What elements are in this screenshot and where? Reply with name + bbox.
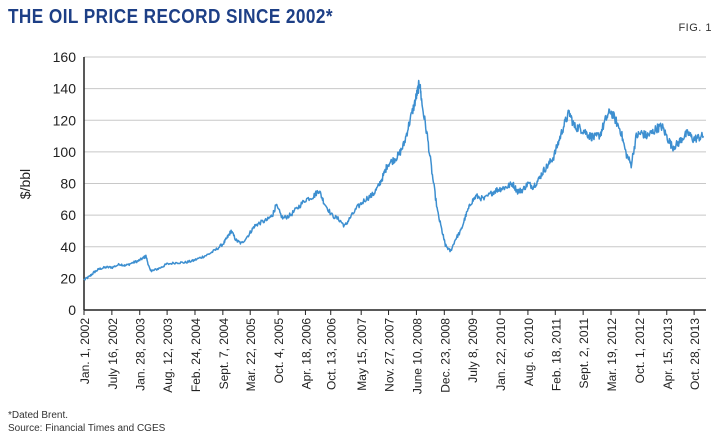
grid-lines [84,56,706,279]
source-note: Source: Financial Times and CGES [8,423,166,434]
x-tick-label: Apr. 15, 2013 [661,318,675,390]
y-tick-label: 60 [60,207,76,223]
x-tick-label: Dec. 23, 2008 [438,318,452,393]
x-tick-label: Feb. 24, 2004 [189,318,203,392]
x-tick-label: Jan. 28, 2003 [134,318,148,391]
x-tick-label: Mar. 19, 2012 [605,318,619,392]
x-tick-label: June 10, 2008 [410,318,424,394]
x-tick-label: Feb. 18, 2011 [549,318,563,391]
y-tick-label: 20 [60,270,76,286]
x-tick-label: Oct. 1, 2012 [633,318,647,384]
x-tick-label: May 15, 2007 [355,318,369,391]
x-tick-label: Oct. 4, 2005 [272,318,286,384]
x-tick-label: Jan. 22, 2010 [494,318,508,391]
y-tick-label: 160 [53,49,77,65]
x-tick-label: Nov. 27, 2007 [383,318,397,392]
x-tick-label: Oct. 28, 2013 [688,318,702,390]
x-tick-label: Jan. 1, 2002 [78,318,92,384]
series-line-dated-brent [83,79,705,281]
y-tick-label: 120 [53,112,77,128]
x-axis-ticks: Jan. 1, 2002 July 16, 2002 Jan. 28, 2003 Au… [78,310,702,394]
y-tick-label: 40 [60,239,76,255]
y-axis-ticks: 0 20 40 60 80 100 120 140 160 [53,49,77,318]
x-tick-label: Apr. 18, 2006 [299,318,313,390]
x-tick-label: Sept. 7, 2004 [217,318,231,390]
x-tick-label: July 16, 2002 [106,318,120,390]
x-tick-label: Sept. 2, 2011 [577,318,591,389]
chart-title: THE OIL PRICE RECORD SINCE 2002* [8,6,334,28]
y-tick-label: 0 [68,302,76,318]
y-tick-label: 80 [60,176,76,192]
x-tick-label: Aug. 6, 2010 [522,318,536,386]
x-tick-label: Mar. 22, 2005 [244,318,258,392]
x-tick-label: Aug. 12, 2003 [161,318,175,393]
x-tick-label: Oct. 13, 2006 [325,318,339,390]
figure-label: FIG. 1 [678,22,712,34]
y-axis-label: $/bbl [17,169,33,199]
y-tick-label: 100 [53,144,77,160]
y-tick-label: 140 [53,81,77,97]
x-tick-label: July 8, 2009 [466,318,480,383]
footnote: *Dated Brent. [8,410,69,421]
